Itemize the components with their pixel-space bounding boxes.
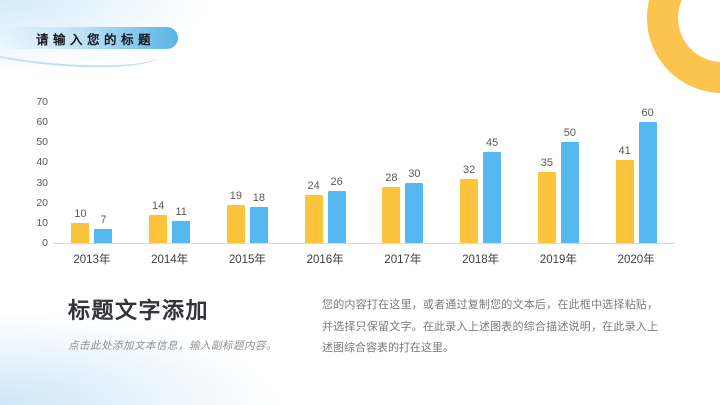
slide-title: 请输入您的标题 <box>36 32 156 47</box>
y-tick-label: 70 <box>36 96 48 108</box>
yellow-bar <box>71 223 90 243</box>
bar-column: 28 <box>382 172 401 243</box>
category-label: 2019年 <box>539 254 577 266</box>
blue-bar <box>560 142 579 243</box>
bar-column: 32 <box>460 164 479 243</box>
bar-column: 30 <box>405 168 424 243</box>
category-label: 2015年 <box>228 254 266 266</box>
y-tick-label: 60 <box>36 116 48 129</box>
category-axis: 2013年 2014年 2015年 2016年 2017年 2018年 2019年 2020年 <box>53 251 675 267</box>
bar-value-label: 18 <box>252 192 265 204</box>
yellow-bar <box>149 215 168 243</box>
blue-bar <box>483 152 502 243</box>
bar-value-label: 32 <box>463 164 476 176</box>
top-left-gradient-decoration <box>0 0 300 105</box>
bar-group: 28 30 <box>364 102 442 243</box>
blue-bar <box>249 207 268 243</box>
bar-value-label: 24 <box>307 180 320 192</box>
category-label: 2020年 <box>617 254 655 266</box>
description-paragraph: 您的内容打在这里，或者通过复制您的文本后，在此框中选择粘贴，并选择只保留文字。在… <box>322 299 658 354</box>
category-label: 2016年 <box>306 254 344 266</box>
yellow-bar <box>537 172 556 243</box>
bar-chart: 0 10 20 30 40 50 60 70 10 7 14 11 19 18 24 26 28 30 32 45 3… <box>30 92 686 270</box>
bar-value-label: 35 <box>540 157 553 169</box>
bar-group: 10 7 <box>53 102 131 243</box>
bar-value-label: 7 <box>100 214 107 226</box>
yellow-bar <box>460 179 479 243</box>
bar-column: 14 <box>149 200 168 243</box>
bar-group: 41 60 <box>597 102 675 243</box>
section-heading: 标题文字添加 <box>68 298 210 323</box>
bar-column: 26 <box>327 176 346 243</box>
blue-bar <box>638 122 657 243</box>
slide-title-pill: 请输入您的标题 <box>0 27 178 49</box>
section-subheading: 点击此处添加文本信息，输入副标题内容。 <box>68 340 277 352</box>
bar-column: 45 <box>483 137 502 243</box>
bar-column: 35 <box>537 157 556 243</box>
category-label: 2013年 <box>73 254 111 266</box>
yellow-bar <box>382 187 401 243</box>
yellow-bar <box>615 160 634 243</box>
bar-column: 11 <box>172 206 191 243</box>
blue-bar <box>327 191 346 243</box>
yellow-bar <box>226 205 245 243</box>
bar-group: 14 11 <box>131 102 209 243</box>
bar-group: 19 18 <box>209 102 287 243</box>
bar-value-label: 41 <box>618 145 631 157</box>
blue-bar <box>405 183 424 243</box>
bar-value-label: 11 <box>175 206 187 218</box>
yellow-bar <box>304 195 323 243</box>
y-tick-label: 10 <box>36 216 48 229</box>
bar-column: 60 <box>638 107 657 243</box>
bar-column: 19 <box>226 190 245 243</box>
bar-group: 35 50 <box>520 102 598 243</box>
y-axis: 0 10 20 30 40 50 60 70 <box>30 97 48 248</box>
ring-decoration <box>647 0 720 93</box>
y-tick-label: 0 <box>42 237 48 249</box>
y-tick-label: 50 <box>36 136 48 149</box>
bar-column: 10 <box>71 208 90 243</box>
bar-group: 24 26 <box>286 102 364 243</box>
bar-value-label: 10 <box>74 208 87 220</box>
y-tick-label: 40 <box>36 156 48 169</box>
bar-value-label: 50 <box>563 127 576 139</box>
bar-column: 50 <box>560 127 579 243</box>
blue-bar <box>172 221 191 243</box>
bar-value-label: 14 <box>152 200 165 212</box>
bar-value-label: 26 <box>330 176 343 188</box>
bar-column: 7 <box>94 214 113 243</box>
category-label: 2018年 <box>462 254 500 266</box>
category-label: 2017年 <box>384 254 422 266</box>
bar-column: 18 <box>249 192 268 243</box>
bar-value-label: 19 <box>229 190 242 202</box>
bar-value-label: 28 <box>385 172 398 184</box>
bar-group: 32 45 <box>442 102 520 243</box>
bottom-left-gradient-decoration <box>0 260 430 405</box>
bar-column: 41 <box>615 145 634 243</box>
bar-value-label: 30 <box>408 168 421 180</box>
blue-bar <box>94 229 113 243</box>
y-tick-label: 20 <box>36 196 48 209</box>
bar-value-label: 45 <box>486 137 499 149</box>
bar-value-label: 60 <box>641 107 654 119</box>
plot-area: 10 7 14 11 19 18 24 26 28 30 32 45 35 50 41 60 <box>53 102 675 244</box>
y-tick-label: 30 <box>36 176 48 189</box>
bar-column: 24 <box>304 180 323 243</box>
category-label: 2014年 <box>151 254 189 266</box>
